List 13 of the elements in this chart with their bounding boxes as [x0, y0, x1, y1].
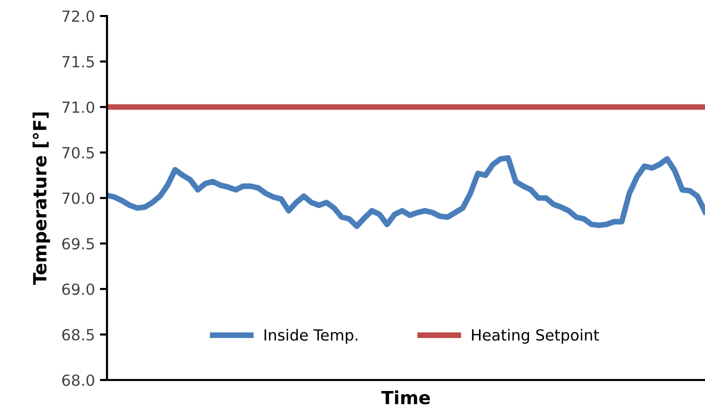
- y-tick-label: 69.0: [62, 283, 94, 296]
- y-tick-label: 71.0: [62, 101, 94, 114]
- x-axis-title: Time: [381, 390, 430, 404]
- y-axis-title: Temperature [°F]: [32, 112, 50, 285]
- y-tick-label: 71.5: [62, 56, 94, 68]
- y-tick-label: 72.0: [62, 10, 94, 22]
- y-tick-label: 70.5: [62, 146, 94, 159]
- legend-label: Heating Setpoint: [472, 328, 599, 344]
- y-tick-label: 68.0: [62, 374, 94, 386]
- y-tick-label: 68.5: [62, 328, 94, 341]
- legend-label: Inside Temp.: [264, 328, 358, 344]
- y-tick-label: 69.5: [62, 238, 94, 250]
- y-tick-label: 70.0: [62, 192, 94, 204]
